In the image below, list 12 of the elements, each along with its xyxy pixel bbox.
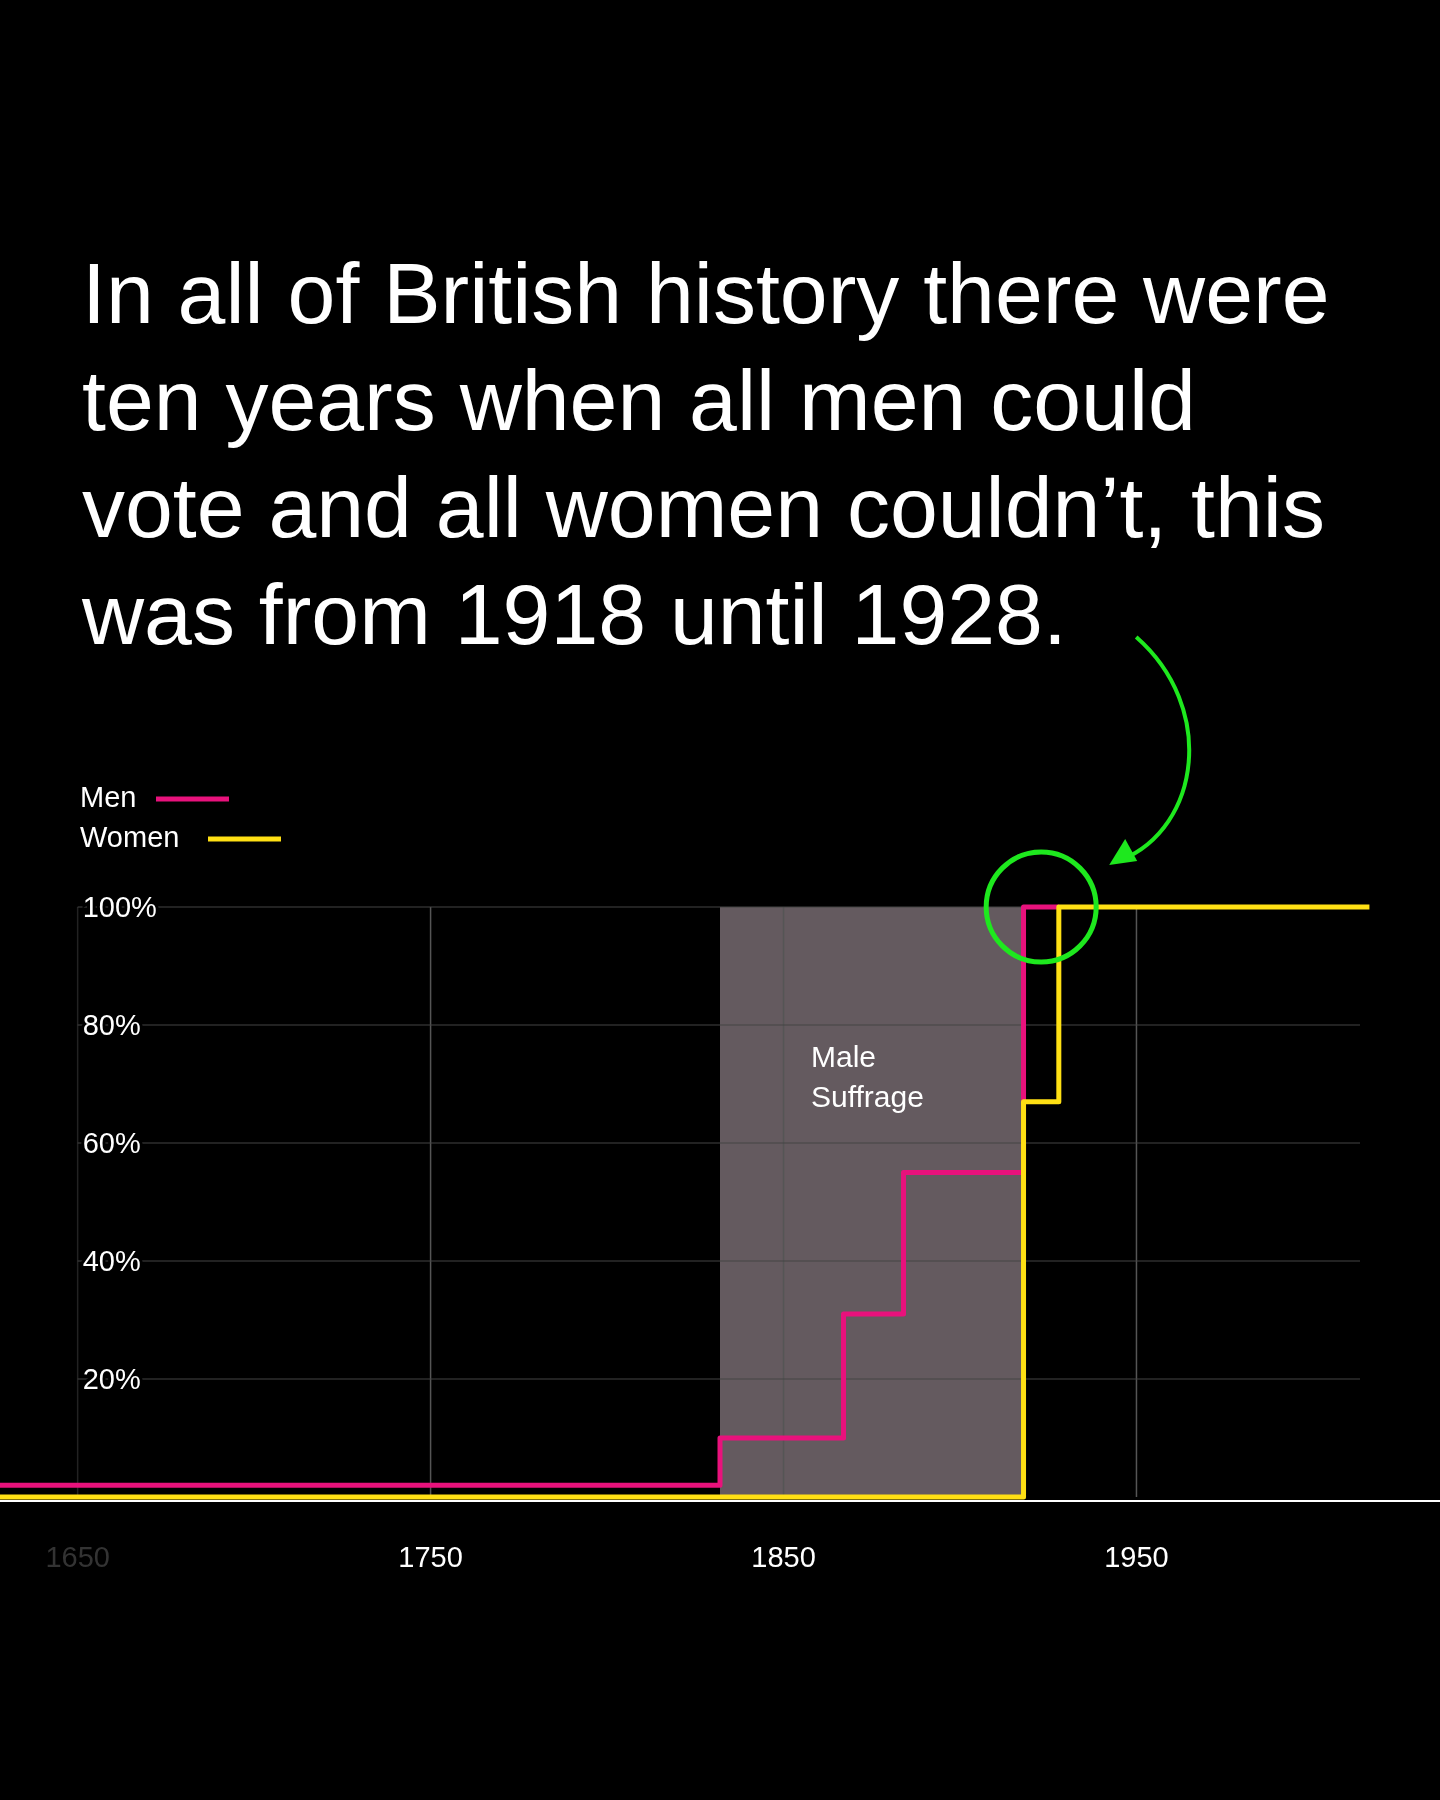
band-label: Male Suffrage (811, 1040, 924, 1113)
y-tick-label: 60% (82, 1127, 141, 1160)
x-tick-label: 1850 (751, 1541, 816, 1573)
legend-label: Men (80, 781, 137, 814)
x-tick-label: 1750 (398, 1541, 463, 1573)
y-tick-label: 100% (82, 891, 157, 924)
x-tick-label: 1950 (1104, 1541, 1169, 1573)
y-tick-label: 40% (82, 1245, 141, 1278)
y-tick-label: 20% (82, 1363, 141, 1396)
legend-label: Women (80, 821, 180, 854)
chart-title: In all of British history there were ten years when all men could vote and all women couldn’t, this was from 1918 until 1928. (82, 244, 1331, 664)
y-tick-label: 80% (82, 1009, 141, 1042)
